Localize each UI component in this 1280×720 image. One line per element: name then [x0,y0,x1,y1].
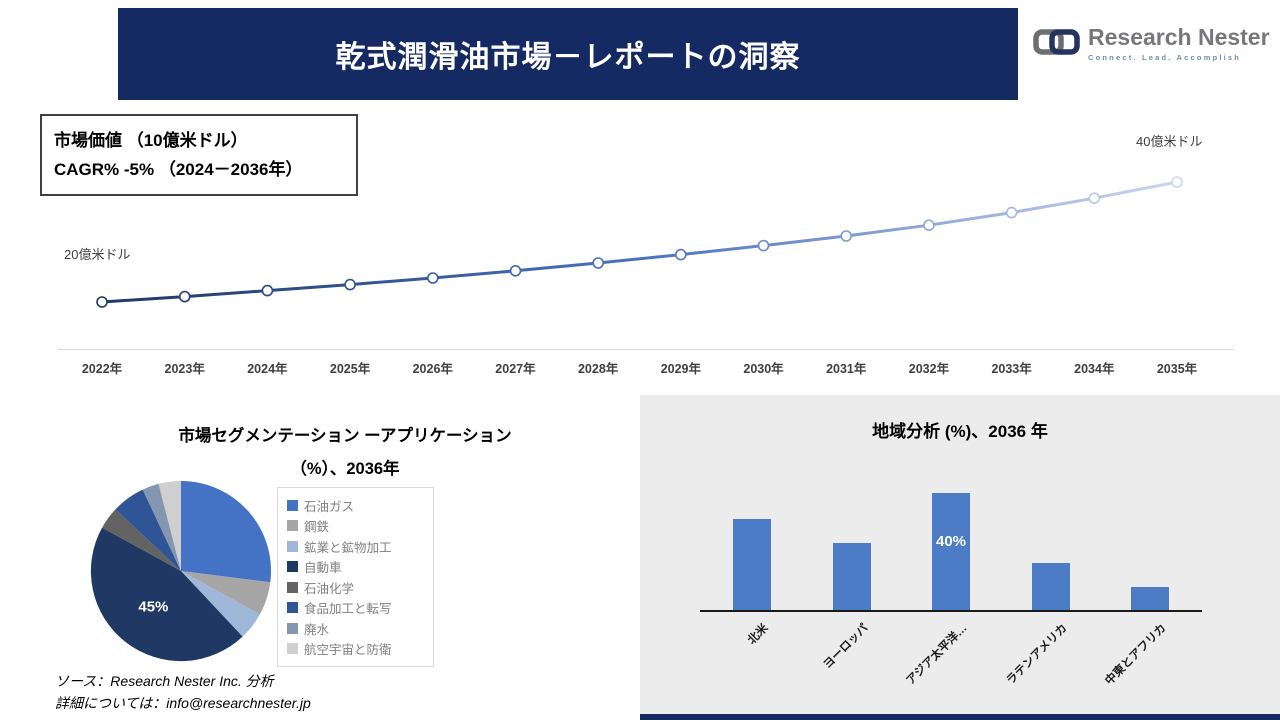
footer: ソース：Research Nester Inc. 分析 詳細については：info… [55,670,311,714]
x-axis-label: 2026年 [412,362,453,376]
legend-swatch [287,520,298,532]
legend-item: 鉱業と鉱物加工 [287,536,424,557]
bar [1031,563,1070,610]
page-title: 乾式潤滑油市場－レポートの洞察 [335,41,801,74]
x-axis-label: 2028年 [577,362,619,376]
bar-category-label: ヨーロッパ [820,622,871,672]
bar [1131,586,1169,610]
market-trend-svg [96,176,1183,308]
logo-text: Research Nester Connect. Lead. Accomplis… [1088,24,1270,62]
bar [832,542,871,610]
legend-swatch [287,540,298,552]
bottom-accent-strip [640,714,1280,720]
x-axis-label: 2030年 [743,362,784,376]
legend-item: 航空宇宙と防衛 [287,639,424,660]
chain-link-icon [1032,24,1080,65]
legend-item: 食品加工と転写 [287,598,424,619]
line-x-labels: 2022年 2023年 2024年 2025年 2026年 2027年 2028年 2029年… [40,358,1240,380]
x-axis-label: 2034年 [1074,362,1115,376]
legend-label: 廃水 [304,622,330,637]
bar-category-label: ラテンアメリカ [1004,622,1070,688]
legend-swatch [287,499,298,511]
header-banner: 乾式潤滑油市場－レポートの洞察 [118,8,1018,100]
bar [733,519,771,610]
legend-swatch [287,643,298,655]
legend-swatch [287,622,298,634]
market-value-label: 市場価値 （10億米ドル） [54,131,248,150]
x-axis-label: 2033年 [991,362,1032,376]
x-axis-label: 2025年 [329,362,371,376]
legend-label: 鋼鉄 [304,520,330,535]
line-start-value-label: 20億米ドル [64,247,131,262]
bar-category-label: アジア太平洋… [904,622,970,688]
x-axis-label: 2035年 [1156,362,1198,376]
bar-category-label: 北米 [745,622,771,647]
line-end-value-label: 40億米ドル [1136,134,1203,149]
legend-label: 食品加工と転写 [304,602,392,617]
source-note: ソース：Research Nester Inc. 分析 [55,673,274,689]
legend-label: 鉱業と鉱物加工 [304,540,392,555]
legend-item: 自動車 [287,557,424,578]
x-axis-label: 2027年 [495,362,536,376]
legend-label: 航空宇宙と防衛 [304,643,392,658]
legend-label: 自動車 [304,561,342,576]
regional-bars-area: 北米 ヨーロッパ 40% アジア太平洋… ラテンアメリカ 中東とアフリカ [640,395,1280,714]
bar-category-label: 中東とアフリカ [1103,622,1169,688]
x-axis-label: 2031年 [826,362,867,376]
market-value-box: 市場価値 （10億米ドル） CAGR% -5% （2024－2036年） [40,114,358,196]
bar-chart-title: 地域分析 (%)、2036 年 [872,422,1048,441]
pie-chart-title: 市場セグメンテーション ーアプリケーション （%）、2036年 [60,420,630,486]
x-axis-label: 2023年 [164,362,205,376]
company-logo: Research Nester Connect. Lead. Accomplis… [1032,24,1270,65]
segmentation-pie-svg: 45% [90,480,272,662]
x-axis-label: 2029年 [660,362,701,376]
cagr-label: CAGR% -5% （2024－2036年） [54,160,303,179]
x-axis-label: 2022年 [81,362,123,376]
logo-name: Research Nester [1088,24,1270,50]
legend-item: 廃水 [287,618,424,639]
pie-legend: 石油ガス鋼鉄鉱業と鉱物加工 自動車石油化学食品加工と転写 廃水航空宇宙と防衛 [277,487,434,667]
bar-axis-line [700,610,1202,612]
legend-swatch [287,602,298,614]
logo-tagline: Connect. Lead. Accomplish [1088,53,1242,62]
pie-title-line2: （%）、2036年 [290,460,400,478]
x-axis-label: 2024年 [247,362,288,376]
regional-analysis-panel: 地域分析 (%)、2036 年 北米 ヨーロッパ 40% アジア太平洋… ラテンアメリカ… [640,395,1280,714]
pie-title-line1: 市場セグメンテーション ーアプリケーション [178,427,512,445]
legend-label: 石油ガス [304,499,355,514]
legend-item: 鋼鉄 [287,516,424,537]
x-axis-label: 2032年 [908,362,950,376]
bar: 40% [932,493,970,610]
legend-item: 石油化学 [287,577,424,598]
svg-text:45%: 45% [138,599,168,616]
legend-swatch [287,561,298,573]
legend-item: 石油ガス [287,495,424,516]
legend-swatch [287,581,298,593]
legend-label: 石油化学 [304,581,355,596]
x-axis-line [58,349,1234,350]
bar-annotation: 40% [935,533,967,550]
contact-note: 詳細については：info@researchnester.jp [55,695,311,711]
